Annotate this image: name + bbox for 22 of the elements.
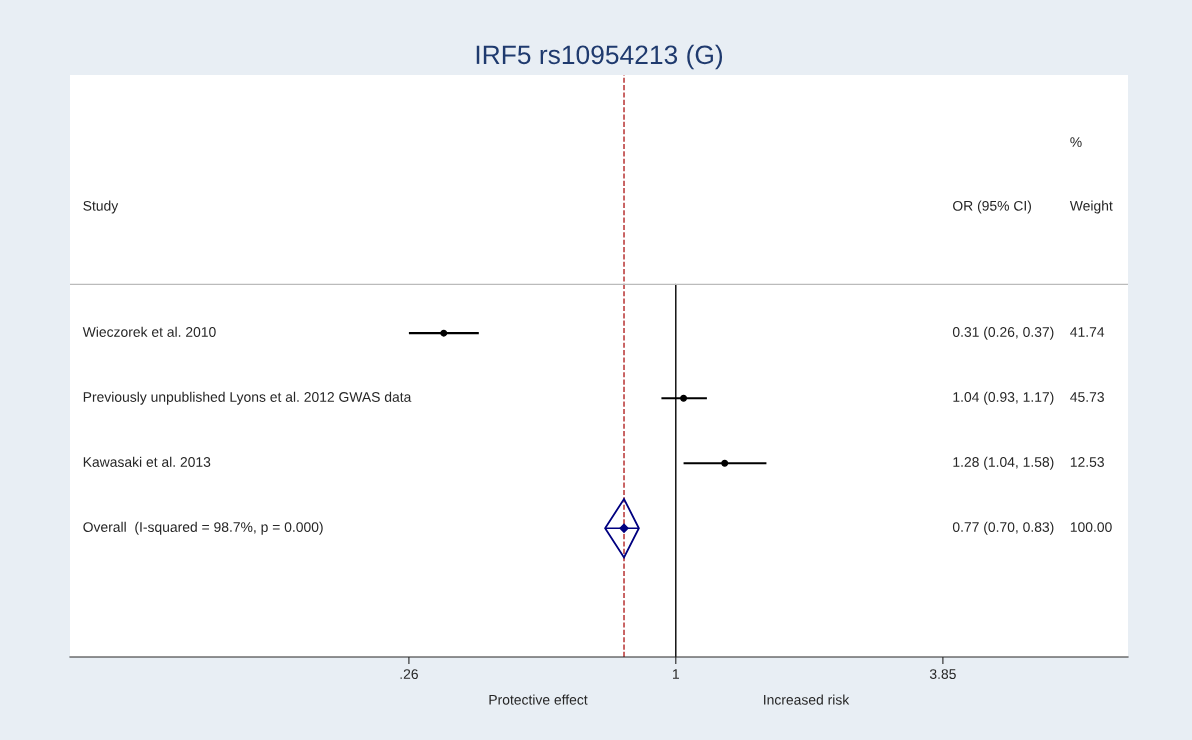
text: 1.28 (1.04, 1.58) xyxy=(953,456,1054,470)
x-tick-label: 3.85 xyxy=(929,669,956,680)
text: Study xyxy=(83,200,119,214)
annotation: 100.00 xyxy=(1070,522,1112,532)
y-tick-label: Kawasaki et al. 2013 xyxy=(83,456,211,467)
annotation: 41.74 xyxy=(1070,327,1105,337)
text: Protective effect xyxy=(489,694,588,705)
annotation: 12.53 xyxy=(1070,457,1104,467)
x-tick-label: 1 xyxy=(672,669,679,679)
text: Weight xyxy=(1069,200,1113,214)
x-tick-label: .26 xyxy=(400,669,418,680)
y-tick-label: Overall (I-squared = 98.7%, p = 0.000) xyxy=(83,521,323,535)
y-tick-label: Wieczorek et al. 2010 xyxy=(82,326,216,337)
text: % xyxy=(1070,137,1082,147)
text: 0.77 (0.70, 0.83) xyxy=(952,521,1054,535)
chart-title: IRF5 rs10954213 (G) xyxy=(476,44,723,70)
text: OR (95% CI) xyxy=(953,200,1031,214)
annotation: 45.73 xyxy=(1070,392,1104,402)
text: 0.31 (0.26, 0.37) xyxy=(952,326,1054,340)
text: 1.04 (0.93, 1.17) xyxy=(953,391,1054,405)
text: Increased risk xyxy=(764,694,850,705)
y-tick-label: Previously unpublished Lyons et al. 2012 GWAS data xyxy=(83,391,412,405)
